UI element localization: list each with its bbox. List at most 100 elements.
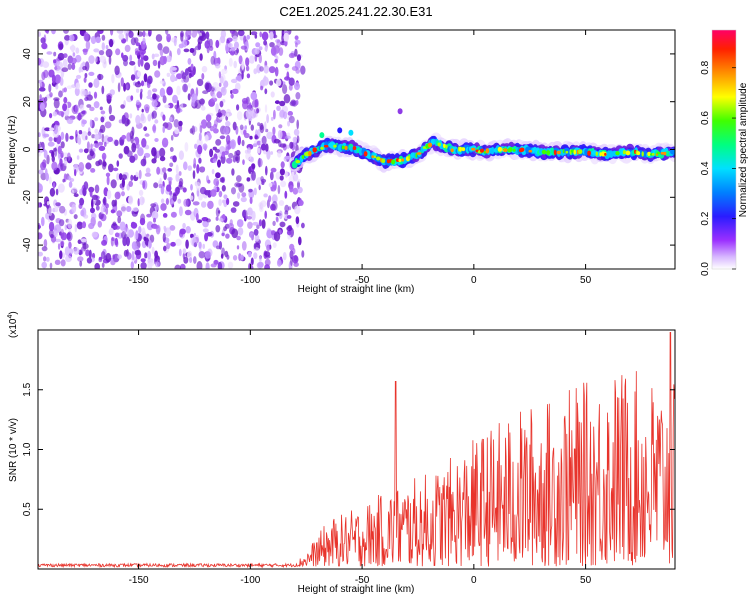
noise-blob: [106, 175, 110, 186]
noise-blob: [290, 99, 297, 106]
noise-blob: [234, 182, 241, 188]
noise-blob: [278, 210, 283, 220]
noise-blob: [187, 58, 192, 65]
noise-blob: [231, 168, 235, 176]
x-tick-label: -150: [129, 575, 149, 586]
noise-blob: [176, 85, 181, 96]
noise-blob: [134, 81, 142, 88]
noise-blob: [157, 60, 161, 69]
noise-blob: [147, 89, 152, 97]
noise-blob: [82, 243, 89, 250]
noise-blob: [129, 54, 133, 62]
noise-blob: [51, 151, 55, 158]
spectrogram-panel: -150 -100 -50 0 50 -40 -20 0 20 40 Height of str…: [7, 29, 676, 295]
noise-blob: [204, 190, 211, 196]
noise-blob: [252, 221, 259, 226]
noise-blob: [83, 77, 87, 83]
noise-blob: [221, 232, 225, 237]
noise-blob: [53, 51, 57, 57]
snr-y-multiplier-exp: 4: [7, 315, 14, 319]
trace-blob: [541, 149, 547, 155]
trace-blob: [427, 142, 433, 148]
noise-blob: [101, 85, 105, 95]
noise-blob: [85, 40, 91, 50]
noise-blob: [272, 242, 277, 249]
noise-blob: [88, 249, 92, 259]
noise-blob: [284, 170, 288, 178]
noise-blob: [296, 135, 300, 144]
noise-blob: [236, 219, 244, 228]
noise-blob: [231, 187, 236, 195]
noise-blob: [94, 55, 98, 63]
noise-blob: [130, 222, 138, 229]
trace-blob: [599, 152, 602, 157]
noise-blob: [282, 252, 287, 261]
trace-blob: [416, 152, 422, 155]
noise-blob: [94, 117, 99, 122]
noise-blob: [226, 113, 230, 118]
noise-blob: [67, 175, 72, 181]
noise-blob: [294, 35, 299, 40]
noise-blob: [83, 31, 89, 42]
trace-blob: [636, 151, 641, 156]
snr-y-multiplier: (x104): [7, 311, 19, 338]
noise-blob: [226, 157, 233, 164]
noise-blob: [294, 205, 301, 215]
noise-blob: [99, 55, 107, 63]
noise-blob: [65, 255, 72, 263]
noise-blob: [237, 227, 244, 236]
noise-blob: [174, 128, 180, 135]
noise-blob: [146, 213, 152, 218]
noise-blob: [134, 250, 141, 256]
noise-blob: [219, 76, 224, 84]
noise-blob: [107, 136, 113, 143]
noise-blob: [253, 228, 259, 236]
noise-blob: [125, 236, 130, 247]
noise-blob: [74, 224, 78, 233]
noise-blob: [189, 195, 194, 201]
noise-blob: [120, 77, 125, 87]
noise-blob: [221, 151, 226, 158]
noise-blob: [258, 54, 262, 64]
noise-blob: [264, 88, 268, 95]
noise-blob: [78, 162, 85, 172]
noise-blob: [106, 189, 112, 200]
noise-blob: [284, 135, 292, 140]
noise-blob: [75, 47, 80, 54]
noise-blob: [196, 78, 204, 87]
noise-blob: [106, 93, 113, 100]
noise-blob: [162, 167, 167, 173]
noise-blob: [207, 179, 211, 184]
noise-blob: [293, 255, 298, 262]
noise-blob: [38, 132, 41, 138]
noise-blob: [130, 174, 134, 181]
noise-blob: [183, 256, 189, 264]
noise-blob: [215, 216, 219, 221]
noise-blob: [182, 222, 186, 229]
noise-blob: [123, 82, 127, 92]
noise-blob: [60, 232, 68, 241]
noise-blob: [178, 248, 182, 257]
noise-blob: [43, 256, 47, 262]
noise-blob: [286, 144, 290, 149]
noise-blob: [105, 172, 111, 177]
trace-outlier: [397, 108, 403, 115]
noise-blob: [130, 95, 134, 101]
noise-blob: [110, 179, 117, 189]
noise-blob: [289, 243, 295, 251]
noise-blob: [286, 226, 293, 232]
noise-blob: [59, 250, 63, 260]
trace-blob: [587, 150, 591, 156]
noise-blob: [204, 82, 210, 91]
noise-blob: [93, 101, 100, 109]
noise-blob: [68, 181, 73, 188]
noise-blob: [289, 250, 294, 260]
noise-blob: [62, 103, 68, 112]
noise-blob: [276, 259, 282, 267]
noise-blob: [164, 227, 171, 237]
noise-blob: [129, 155, 136, 163]
noise-blob: [201, 65, 208, 73]
noise-blob: [80, 209, 85, 217]
noise-blob: [62, 59, 68, 68]
trace-blob: [381, 158, 386, 163]
